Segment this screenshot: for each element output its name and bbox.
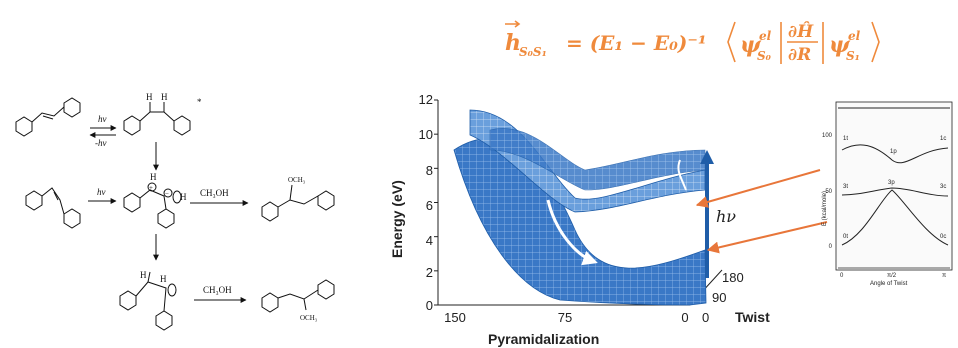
inset-label-3c: 3c: [940, 184, 946, 190]
inset-ytick-100: 100: [822, 133, 833, 139]
y-ticks: [434, 99, 438, 306]
methanol-label-2: CH₃OH: [203, 285, 232, 295]
pointer-arrow-lower: [706, 221, 828, 254]
twist-relaxation-arrow: [677, 159, 687, 191]
x-axis-label: Pyramidalization: [488, 331, 599, 347]
och3-label-2: OCH₃: [300, 314, 318, 322]
eq-op-den: ∂R: [788, 45, 811, 65]
scheme-labels: hν -hν H H * hν H H + − CH₃OH OCH₃ H H C…: [95, 92, 318, 322]
inset-label-1p: 1p: [890, 149, 897, 155]
eq-prefactor: = (E₁ − E₀)⁻¹: [566, 31, 707, 55]
ztick-180: 180: [722, 270, 744, 285]
eq-bra-sub: S₀: [757, 49, 772, 63]
pointer-arrow-upper: [695, 169, 821, 208]
bra-bracket-icon: [727, 21, 736, 63]
inset-frame: [835, 101, 953, 271]
inset-xtick-pi2: π/2: [887, 273, 897, 279]
eq-bra-psi: ψ: [740, 32, 762, 58]
z-axis-label: Twist: [735, 309, 770, 325]
och3-label-1: OCH₃: [288, 176, 306, 184]
eq-ket-sup: el: [848, 29, 861, 43]
xtick-150: 150: [444, 310, 466, 325]
potential-energy-surface-plot: hν 0 2 4 6 8 10 12 150 75 0 0 90 180 Ene…: [389, 92, 770, 347]
methanol-label-1: CH₃OH: [200, 188, 229, 198]
nonadiabatic-coupling-equation: h S₀S₁ = (E₁ − E₀)⁻¹ ψ el S₀ ∂Ĥ ∂R ψ el …: [505, 20, 880, 65]
h-label-1: H: [146, 92, 153, 102]
inset-label-3t: 3t: [843, 184, 848, 190]
ether-product-1: [261, 184, 335, 222]
h-label-3: H: [150, 172, 157, 182]
cis-stilbene-structure: [25, 187, 81, 229]
zwitterion-intermediate: [123, 182, 182, 229]
inset-ytick-0: 0: [829, 244, 833, 250]
inset-xtick-0: 0: [840, 273, 844, 279]
hv-label-1: hν: [98, 114, 107, 124]
plus-charge: +: [149, 184, 153, 192]
xtick-0: 0: [681, 310, 688, 325]
h-label-5: H: [140, 270, 147, 280]
ytick-6: 6: [426, 198, 433, 213]
inset-label-0c: 0c: [940, 234, 946, 240]
inset-x-label: Angle of Twist: [870, 281, 908, 287]
minus-charge: −: [165, 190, 169, 198]
eq-lhs: h: [505, 30, 521, 56]
h-label-2: H: [161, 92, 168, 102]
vector-arrow-icon: [505, 20, 521, 28]
inset-label-1t: 1t: [843, 136, 848, 142]
rearranged-intermediate: [119, 271, 177, 331]
h-label-6: H: [160, 274, 167, 284]
excited-star: *: [197, 97, 202, 107]
xtick-75: 75: [558, 310, 572, 325]
ytick-4: 4: [426, 233, 433, 248]
ytick-2: 2: [426, 265, 433, 280]
hv-arrowhead-icon: [700, 150, 714, 164]
excited-stilbene-structure: [123, 102, 191, 136]
inset-label-1c: 1c: [940, 136, 946, 142]
inset-twist-energy-diagram: 0 50 100 E (kcal/mole) 0 π/2 π Angle of …: [822, 101, 953, 287]
hv-label-2: hν: [97, 187, 106, 197]
eq-bra-sup: el: [759, 29, 772, 43]
eq-op-num: ∂Ĥ: [788, 21, 814, 42]
ytick-10: 10: [419, 127, 433, 142]
ytick-8: 8: [426, 163, 433, 178]
eq-ket-psi: ψ: [829, 32, 851, 58]
inset-y-label: E (kcal/mole): [822, 191, 828, 226]
ether-product-2: [261, 279, 335, 313]
ztick-0: 0: [702, 310, 709, 325]
ket-bracket-icon: [871, 21, 880, 63]
triplet-curve: [841, 187, 949, 197]
ytick-12: 12: [419, 92, 433, 107]
inset-ytick-50: 50: [825, 189, 832, 195]
inset-xtick-pi: π: [942, 273, 946, 279]
trans-stilbene-structure: [15, 97, 81, 137]
stilbene-reaction-scheme: [15, 97, 335, 331]
y-axis-label: Energy (eV): [389, 180, 405, 258]
ztick-90: 90: [712, 290, 726, 305]
hv-arrow-label: hν: [716, 207, 736, 226]
inset-label-0t: 0t: [843, 234, 848, 240]
singlet-curve: [841, 144, 949, 164]
ground-curve: [841, 189, 949, 246]
ytick-0: 0: [426, 298, 433, 313]
inset-label-3p: 3p: [888, 180, 895, 186]
h-label-4: H: [180, 192, 187, 202]
hv-back-label: -hν: [95, 138, 107, 148]
eq-lhs-subscript: S₀S₁: [519, 45, 547, 59]
eq-ket-sub: S₁: [846, 49, 860, 63]
relaxation-arrow: [546, 199, 598, 266]
